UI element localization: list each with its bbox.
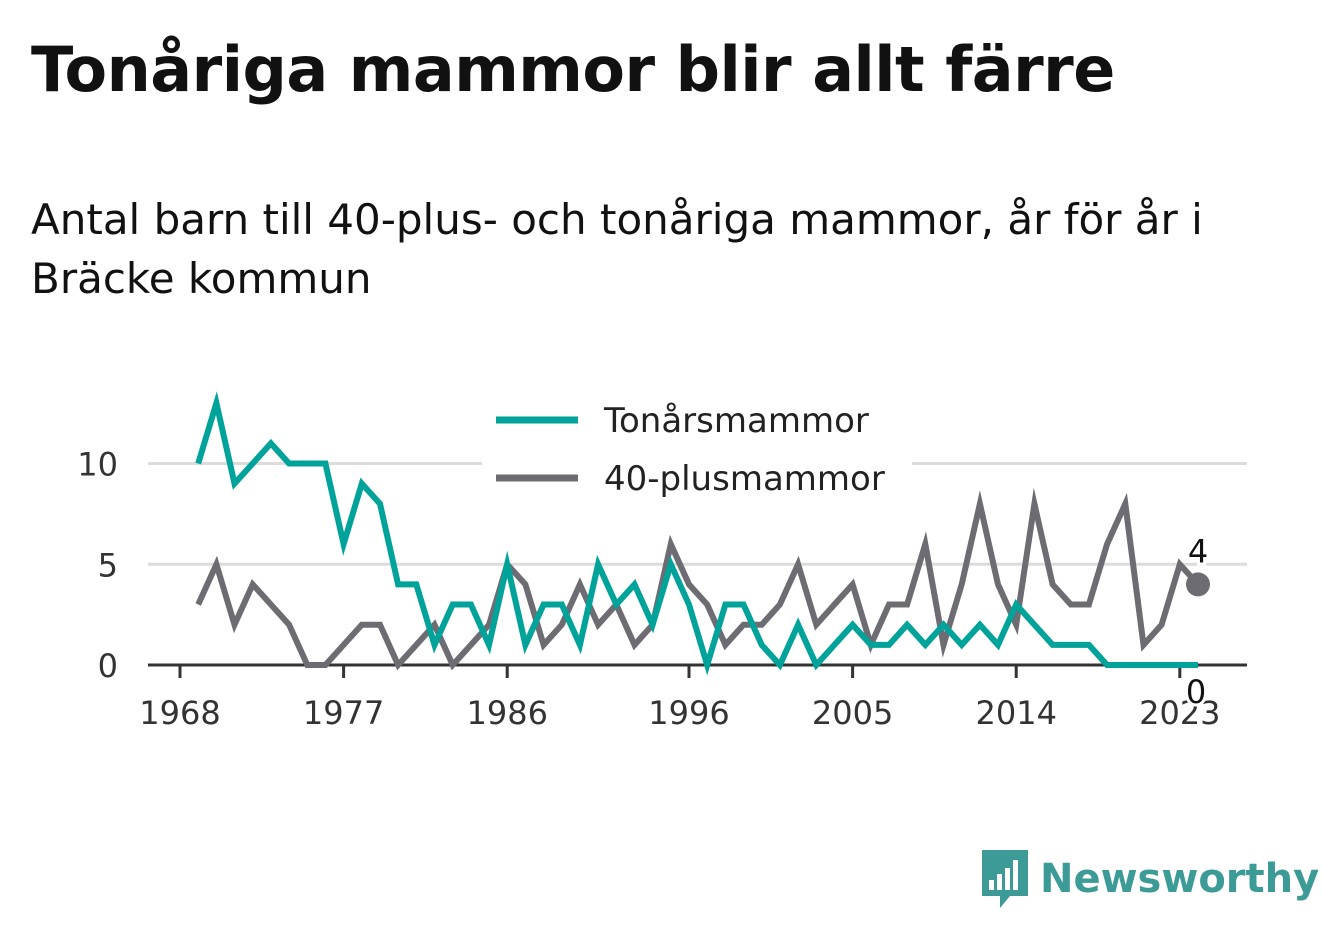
chart-title: Tonåriga mammor blir allt färre: [31, 33, 1115, 106]
x-tick-label: 1986: [466, 694, 547, 732]
x-axis: 1968 1977 1986 1996 2005 2014 2023: [139, 663, 1247, 732]
x-tick-label: 1996: [648, 694, 729, 732]
end-labels: 40: [1183, 529, 1211, 714]
x-tick-label: 1977: [303, 694, 384, 732]
legend-label: Tonårsmammor: [603, 401, 869, 441]
end-point-40-plusmammor: [1186, 572, 1210, 597]
legend: Tonårsmammor 40-plusmammor: [482, 394, 912, 512]
newsworthy-logo: Newsworthy: [980, 848, 1319, 910]
series-line-tonarsmammor: [195, 391, 1198, 676]
bar-chart-speech-bubble-icon: [982, 850, 1028, 908]
end-label-40-plusmammor: 4: [1188, 532, 1208, 570]
y-tick-label: 10: [77, 446, 118, 484]
chart-subtitle: Antal barn till 40-plus- och tonåriga ma…: [31, 195, 1203, 303]
legend-background: [482, 394, 912, 512]
legend-label: 40-plusmammor: [604, 459, 885, 499]
series-line-40-plusmammor: [195, 487, 1201, 671]
y-axis-tick-labels: 0 5 10: [77, 446, 118, 686]
y-tick-label: 0: [98, 647, 118, 685]
end-label-tonarsmammor: 0: [1186, 673, 1206, 711]
y-tick-label: 5: [98, 546, 118, 584]
x-tick-label: 2023: [1139, 694, 1220, 732]
x-tick-label: 1968: [139, 694, 220, 732]
brand-name: Newsworthy: [1040, 856, 1320, 902]
series-lines: [195, 391, 1201, 676]
x-tick-label: 2014: [975, 694, 1056, 732]
x-tick-label: 2005: [812, 694, 893, 732]
